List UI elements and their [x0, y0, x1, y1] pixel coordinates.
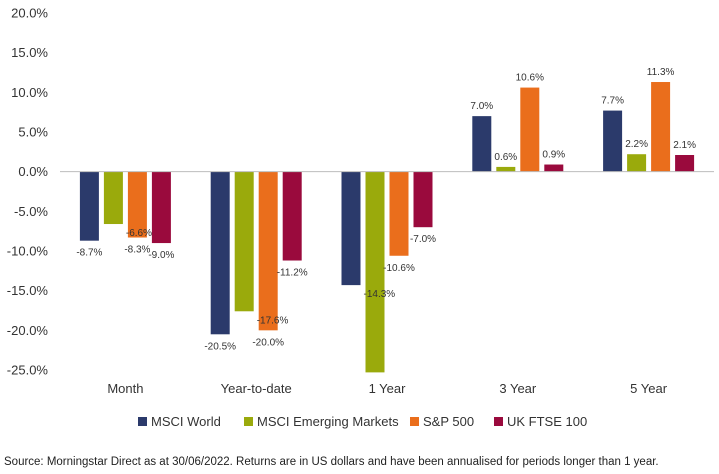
y-tick-label: -25.0% [7, 363, 49, 378]
data-label: -9.0% [148, 250, 174, 261]
data-label: -7.0% [410, 234, 436, 245]
y-tick-label: 20.0% [11, 6, 48, 21]
bar [496, 166, 516, 172]
bar [103, 171, 123, 225]
bar [151, 171, 171, 244]
legend-entry: UK FTSE 100 [507, 414, 587, 429]
data-label: -20.5% [204, 341, 236, 352]
data-label: -8.3% [124, 245, 150, 256]
x-tick-label: 5 Year [630, 381, 668, 396]
data-label: 11.3% [647, 67, 675, 78]
y-tick-label: -15.0% [7, 283, 49, 298]
x-axis: Month Year-to-date 1 Year 3 Year 5 Year [107, 381, 667, 396]
data-label: -6.6% [126, 228, 152, 239]
bars [79, 82, 695, 373]
y-tick-label: -5.0% [14, 204, 48, 219]
data-label: -11.2% [277, 268, 308, 279]
bar [234, 171, 254, 312]
source-note: Source: Morningstar Direct as at 30/06/2… [4, 456, 659, 468]
bar [413, 171, 433, 228]
bar [603, 110, 623, 172]
legend: MSCI World MSCI Emerging Markets S&P 500 UK… [138, 414, 587, 429]
data-label: -17.6% [257, 315, 289, 326]
y-tick-label: -10.0% [7, 244, 49, 259]
bar [282, 171, 302, 261]
data-label: 10.6% [516, 73, 544, 84]
x-tick-label: Month [107, 381, 143, 396]
bar [651, 82, 671, 172]
data-label: -20.0% [252, 337, 284, 348]
bar [675, 155, 695, 172]
bar [627, 154, 647, 172]
bar-chart: 20.0% 15.0% 10.0% 5.0% 0.0% -5.0% -10.0% -15.0%… [7, 6, 714, 429]
data-label: 7.0% [470, 101, 493, 112]
y-axis: 20.0% 15.0% 10.0% 5.0% 0.0% -5.0% -10.0% -15.0%… [7, 6, 49, 378]
x-tick-label: 1 Year [369, 381, 407, 396]
y-tick-label: 10.0% [11, 85, 48, 100]
bar [520, 87, 540, 172]
y-tick-label: 15.0% [11, 45, 48, 60]
y-tick-label: 5.0% [18, 125, 48, 140]
data-label: 2.2% [625, 139, 648, 150]
x-tick-label: Year-to-date [221, 381, 292, 396]
legend-swatch [138, 417, 147, 426]
data-label: 2.1% [673, 140, 696, 151]
bar [544, 164, 564, 172]
bar [365, 171, 385, 373]
y-tick-label: 0.0% [18, 164, 48, 179]
bar [127, 171, 147, 238]
bar [258, 171, 278, 331]
legend-entry: MSCI World [151, 414, 221, 429]
data-label: -10.6% [383, 263, 415, 274]
bar [210, 171, 230, 335]
data-label: -14.3% [364, 289, 396, 300]
data-label: 7.7% [601, 96, 624, 107]
bar [341, 171, 361, 286]
legend-swatch [244, 417, 253, 426]
legend-swatch [410, 417, 419, 426]
legend-entry: MSCI Emerging Markets [257, 414, 399, 429]
y-tick-label: -20.0% [7, 323, 49, 338]
data-labels: -8.7% -6.6% -8.3%-9.0% -20.5% -17.6% -20.0% -1… [76, 67, 696, 352]
bar [79, 171, 99, 241]
legend-swatch [494, 417, 503, 426]
legend-entry: S&P 500 [423, 414, 474, 429]
x-tick-label: 3 Year [499, 381, 537, 396]
bar [389, 171, 409, 256]
data-label: 0.6% [494, 152, 517, 163]
data-label: 0.9% [542, 150, 565, 161]
bar [472, 116, 492, 172]
data-label: -8.7% [76, 248, 102, 259]
